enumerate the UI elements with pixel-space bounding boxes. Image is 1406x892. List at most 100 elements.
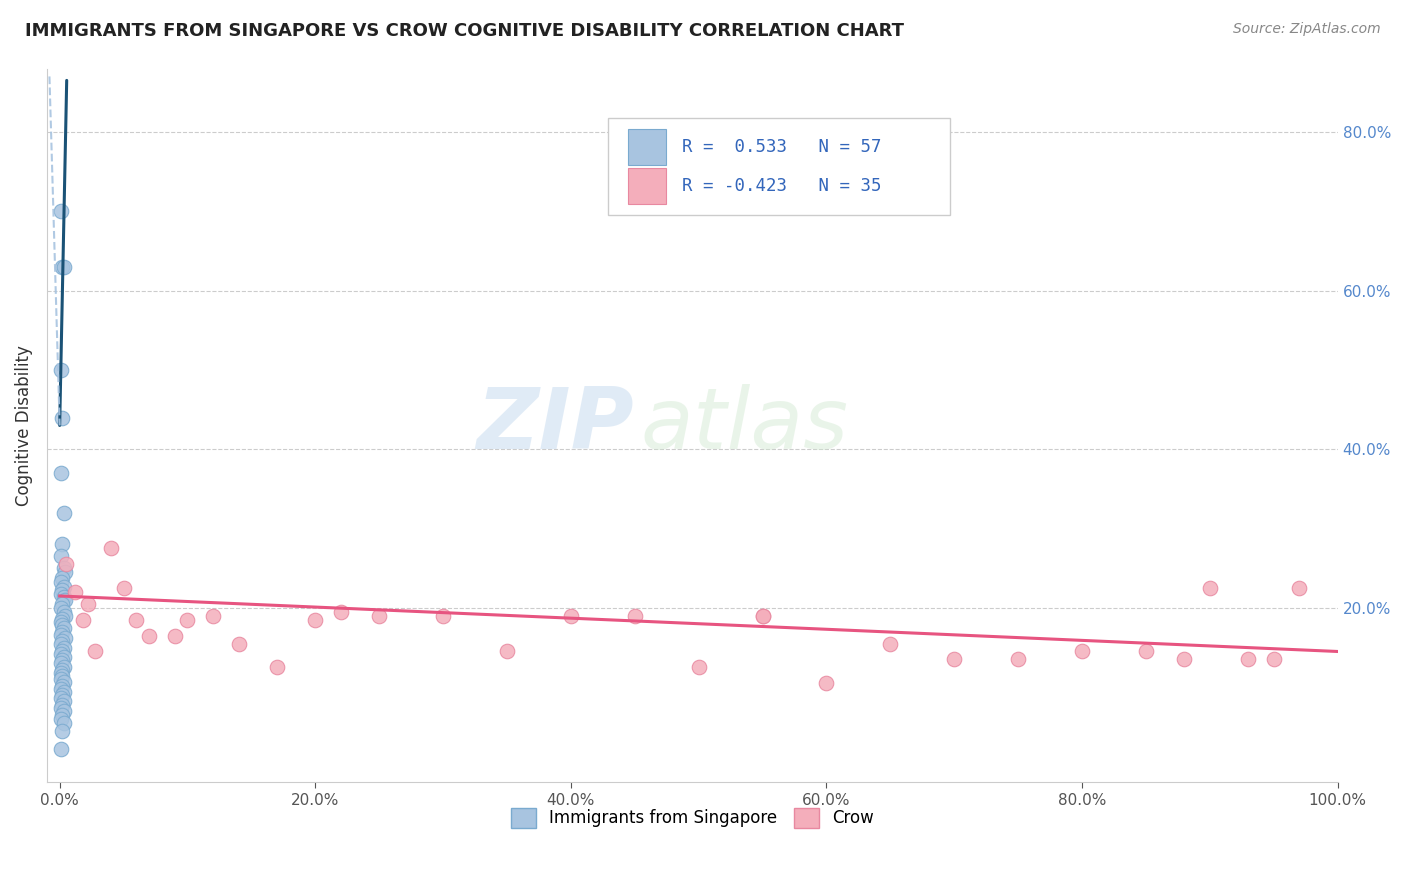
Point bbox=[49, 363, 72, 377]
Point bbox=[751, 608, 773, 623]
Point bbox=[51, 597, 73, 611]
Text: IMMIGRANTS FROM SINGAPORE VS CROW COGNITIVE DISABILITY CORRELATION CHART: IMMIGRANTS FROM SINGAPORE VS CROW COGNIT… bbox=[25, 22, 904, 40]
Point bbox=[49, 672, 72, 686]
Point bbox=[51, 410, 73, 425]
Point bbox=[266, 660, 288, 674]
Point bbox=[879, 636, 901, 650]
Point bbox=[52, 715, 75, 730]
Point bbox=[51, 669, 73, 683]
Point bbox=[163, 629, 186, 643]
Point bbox=[52, 590, 75, 604]
Point bbox=[815, 676, 838, 690]
Point bbox=[1173, 652, 1195, 666]
Point bbox=[100, 541, 122, 556]
Point bbox=[52, 694, 75, 708]
Point bbox=[1288, 581, 1310, 595]
Point bbox=[51, 688, 73, 702]
Point bbox=[51, 583, 73, 598]
Point bbox=[51, 260, 73, 274]
Point bbox=[53, 608, 76, 623]
Point bbox=[52, 659, 75, 673]
Point bbox=[49, 691, 72, 706]
Point bbox=[52, 704, 75, 718]
Point bbox=[496, 644, 519, 658]
Point bbox=[49, 742, 72, 756]
Point bbox=[49, 657, 72, 671]
Text: atlas: atlas bbox=[641, 384, 849, 467]
Point bbox=[751, 608, 773, 623]
Point bbox=[51, 653, 73, 667]
Point bbox=[1198, 581, 1220, 595]
Point bbox=[688, 660, 710, 674]
Point bbox=[52, 580, 75, 594]
Point bbox=[51, 571, 73, 585]
Point bbox=[329, 605, 352, 619]
Y-axis label: Cognitive Disability: Cognitive Disability bbox=[15, 345, 32, 506]
Point bbox=[304, 613, 326, 627]
Point bbox=[51, 723, 73, 738]
Point bbox=[55, 558, 77, 572]
Point bbox=[49, 637, 72, 651]
Text: R = -0.423   N = 35: R = -0.423 N = 35 bbox=[682, 178, 882, 195]
Point bbox=[49, 628, 72, 642]
Point bbox=[49, 549, 72, 564]
Point bbox=[1007, 652, 1029, 666]
Point bbox=[1071, 644, 1094, 658]
Point bbox=[368, 608, 391, 623]
Text: ZIP: ZIP bbox=[477, 384, 634, 467]
Point bbox=[49, 712, 72, 726]
Point bbox=[49, 647, 72, 661]
Point bbox=[432, 608, 454, 623]
Point bbox=[76, 597, 98, 611]
Point bbox=[52, 260, 75, 274]
Point bbox=[53, 631, 76, 645]
Point bbox=[228, 636, 250, 650]
Text: R =  0.533   N = 57: R = 0.533 N = 57 bbox=[682, 138, 882, 156]
Point bbox=[52, 622, 75, 636]
Point bbox=[51, 612, 73, 626]
Point bbox=[112, 581, 135, 595]
Point bbox=[202, 608, 225, 623]
Point bbox=[53, 593, 76, 607]
Point bbox=[53, 565, 76, 579]
Point bbox=[51, 643, 73, 657]
Point bbox=[51, 663, 73, 677]
Point bbox=[49, 575, 72, 590]
Legend: Immigrants from Singapore, Crow: Immigrants from Singapore, Crow bbox=[503, 801, 880, 835]
Point bbox=[51, 707, 73, 722]
Point bbox=[49, 204, 72, 219]
Point bbox=[52, 640, 75, 655]
Point bbox=[51, 634, 73, 648]
Point bbox=[51, 698, 73, 712]
Point bbox=[560, 608, 582, 623]
Point bbox=[623, 608, 645, 623]
Text: Source: ZipAtlas.com: Source: ZipAtlas.com bbox=[1233, 22, 1381, 37]
Point bbox=[176, 613, 198, 627]
Point bbox=[51, 537, 73, 551]
Point bbox=[49, 665, 72, 680]
Point bbox=[1135, 644, 1157, 658]
FancyBboxPatch shape bbox=[627, 129, 666, 165]
Point bbox=[52, 561, 75, 575]
Point bbox=[72, 613, 94, 627]
Point bbox=[52, 605, 75, 619]
Point bbox=[49, 615, 72, 629]
Point bbox=[52, 650, 75, 665]
FancyBboxPatch shape bbox=[609, 119, 950, 215]
Point bbox=[51, 679, 73, 693]
FancyBboxPatch shape bbox=[627, 169, 666, 204]
Point bbox=[943, 652, 966, 666]
Point bbox=[49, 586, 72, 600]
Point bbox=[49, 700, 72, 714]
Point bbox=[49, 466, 72, 480]
Point bbox=[84, 644, 107, 658]
Point bbox=[52, 506, 75, 520]
Point bbox=[63, 585, 86, 599]
Point bbox=[1237, 652, 1260, 666]
Point bbox=[51, 624, 73, 639]
Point bbox=[52, 675, 75, 690]
Point bbox=[138, 629, 160, 643]
Point bbox=[1263, 652, 1285, 666]
Point bbox=[49, 600, 72, 615]
Point bbox=[49, 681, 72, 696]
